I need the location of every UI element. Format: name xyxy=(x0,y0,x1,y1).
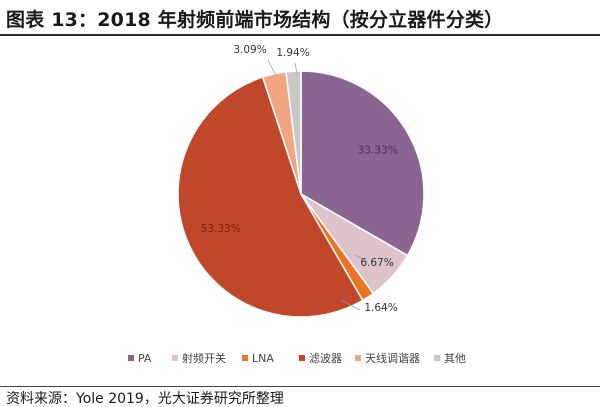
legend-swatch xyxy=(172,355,178,361)
legend-label: 滤波器 xyxy=(309,352,342,365)
slice-6-label: 1.94% xyxy=(276,47,309,59)
legend-item-1: PA xyxy=(128,352,152,365)
figure-title: 图表 13：2018 年射频前端市场结构（按分立器件分类） xyxy=(6,9,504,31)
legend-swatch xyxy=(355,355,361,361)
source-note: 资料来源：Yole 2019，光大证券研究所整理 xyxy=(6,391,284,407)
slice-4-label: 53.33% xyxy=(201,223,241,235)
legend-label: 天线调谐器 xyxy=(365,351,420,365)
legend-item-5: 天线调谐器 xyxy=(355,351,420,365)
legend-label: LNA xyxy=(252,352,274,365)
slice-4-wedge xyxy=(177,76,364,318)
legend-label: 射频开关 xyxy=(182,351,226,365)
legend-swatch xyxy=(434,355,440,361)
legend-item-6: 其他 xyxy=(434,352,466,365)
slice-2-leader-line xyxy=(354,254,369,263)
slice-2-label: 6.67% xyxy=(360,257,393,269)
legend-item-2: 射频开关 xyxy=(172,351,226,365)
legend-item-4: 滤波器 xyxy=(299,352,342,365)
slice-6-leader-line xyxy=(294,62,298,74)
pie-slices xyxy=(177,70,425,318)
slice-6-wedge xyxy=(285,70,302,195)
legend-swatch xyxy=(128,355,134,361)
legend-label: 其他 xyxy=(444,352,466,365)
legend-swatch xyxy=(242,355,248,361)
legend-label: PA xyxy=(138,352,152,365)
slice-5-label: 3.09% xyxy=(233,44,266,56)
source-divider xyxy=(0,386,600,387)
leader-lines xyxy=(267,59,369,311)
slice-1-wedge xyxy=(300,70,425,257)
data-labels: 33.33% 6.67% 1.64% 53.33% 3.09% 1.94% xyxy=(201,44,398,314)
chart-legend: PA 射频开关 LNA 滤波器 天线调谐器 其他 xyxy=(128,351,466,365)
slice-1-label: 33.33% xyxy=(358,145,398,157)
legend-item-3: LNA xyxy=(242,352,274,365)
legend-swatch xyxy=(299,355,305,361)
slice-3-leader-line xyxy=(340,299,361,311)
title-underline xyxy=(0,34,600,36)
slice-3-label: 1.64% xyxy=(364,302,397,314)
slice-5-leader-line xyxy=(267,59,277,77)
